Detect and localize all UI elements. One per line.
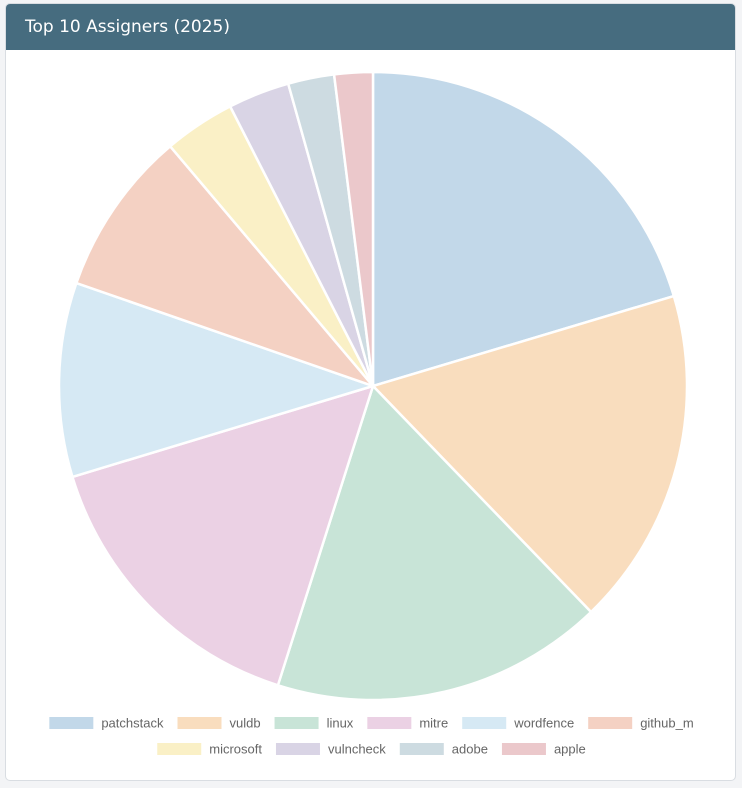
pie-chart: patchstack vuldb linux mitre wordfence github… bbox=[49, 70, 694, 757]
legend-item-vuldb[interactable]: vuldb bbox=[177, 716, 261, 731]
legend-label: adobe bbox=[452, 742, 488, 757]
legend-swatch bbox=[274, 717, 319, 729]
pie-slice-vuldb[interactable] bbox=[371, 294, 689, 614]
legend-swatch bbox=[49, 717, 94, 729]
legend-swatch bbox=[462, 717, 507, 729]
legend-item-adobe[interactable]: adobe bbox=[399, 742, 488, 757]
legend-item-apple[interactable]: apple bbox=[501, 742, 586, 757]
legend-label: apple bbox=[554, 742, 586, 757]
pie-slices bbox=[57, 70, 689, 702]
legend-label: mitre bbox=[419, 716, 448, 731]
legend-swatch bbox=[275, 743, 320, 755]
legend-label: vuldb bbox=[229, 716, 260, 731]
pie-slice-wordfence[interactable] bbox=[57, 281, 375, 479]
chart-title: Top 10 Assigners (2025) bbox=[25, 17, 230, 37]
card-header: Top 10 Assigners (2025) bbox=[6, 4, 735, 50]
legend-item-mitre[interactable]: mitre bbox=[367, 716, 448, 731]
legend-label: linux bbox=[327, 716, 354, 731]
legend-label: vulncheck bbox=[328, 742, 386, 757]
legend-item-vulncheck[interactable]: vulncheck bbox=[275, 742, 386, 757]
pie-slice-github-m[interactable] bbox=[75, 145, 375, 388]
legend-label: github_m bbox=[640, 716, 693, 731]
legend-swatch bbox=[501, 743, 546, 755]
legend-swatch bbox=[157, 743, 202, 755]
legend-label: patchstack bbox=[101, 716, 164, 731]
legend-item-linux[interactable]: linux bbox=[274, 716, 354, 731]
pie-slice-patchstack[interactable] bbox=[371, 70, 676, 388]
pie-slice-linux[interactable] bbox=[276, 384, 593, 702]
legend-item-github-m[interactable]: github_m bbox=[588, 716, 694, 731]
legend-swatch bbox=[367, 717, 412, 729]
chart-area: patchstack vuldb linux mitre wordfence github… bbox=[6, 50, 735, 780]
legend-item-patchstack[interactable]: patchstack bbox=[49, 716, 164, 731]
chart-legend: patchstack vuldb linux mitre wordfence github… bbox=[49, 716, 694, 757]
legend-item-wordfence[interactable]: wordfence bbox=[462, 716, 574, 731]
legend-swatch bbox=[588, 717, 633, 729]
legend-swatch bbox=[399, 743, 444, 755]
legend-item-microsoft[interactable]: microsoft bbox=[157, 742, 262, 757]
legend-label: microsoft bbox=[209, 742, 262, 757]
legend-swatch bbox=[177, 717, 222, 729]
chart-card: Top 10 Assigners (2025) patchstack vuldb l… bbox=[5, 3, 736, 781]
pie-slice-apple[interactable] bbox=[332, 70, 375, 388]
legend-label: wordfence bbox=[513, 716, 574, 731]
pie-slice-mitre[interactable] bbox=[71, 384, 375, 687]
